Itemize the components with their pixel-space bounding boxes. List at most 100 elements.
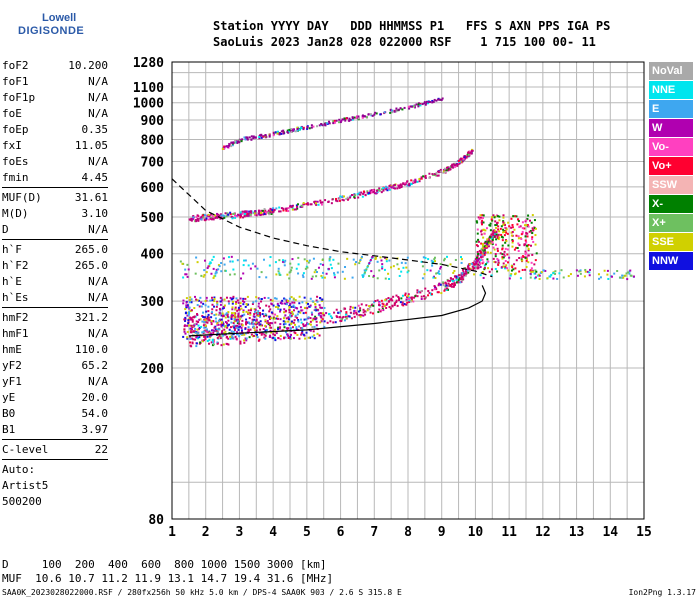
echo-point: [220, 213, 223, 216]
echo-point: [538, 274, 541, 277]
echo-point: [629, 274, 632, 277]
echo-point: [407, 294, 410, 297]
echo-point: [304, 267, 307, 270]
echo-point: [288, 128, 291, 131]
echo-point: [279, 326, 282, 329]
echo-point: [274, 339, 277, 342]
echo-point: [227, 213, 230, 216]
echo-point: [416, 180, 419, 183]
echo-point: [366, 309, 369, 312]
echo-point: [321, 276, 324, 279]
echo-point: [190, 337, 193, 340]
echo-point: [210, 323, 213, 326]
echo-point: [376, 260, 379, 263]
echo-point: [279, 338, 282, 341]
echo-point: [479, 254, 482, 257]
echo-point: [201, 320, 204, 323]
echo-point: [263, 333, 266, 336]
echo-point: [624, 274, 627, 277]
echo-point: [493, 216, 496, 219]
echo-point: [239, 318, 242, 321]
echo-point: [549, 275, 552, 278]
echo-point: [341, 198, 344, 201]
echo-point: [206, 321, 209, 324]
echo-point: [508, 225, 511, 228]
echo-point: [371, 255, 374, 258]
echo-point: [483, 264, 486, 267]
echo-point: [284, 310, 287, 313]
echo-point: [344, 315, 347, 318]
echo-point: [283, 311, 286, 314]
echo-point: [461, 276, 464, 279]
echo-point: [517, 250, 520, 253]
echo-point: [258, 314, 261, 317]
echo-point: [212, 320, 215, 323]
echo-point: [340, 119, 343, 122]
echo-point: [230, 255, 233, 258]
echo-point: [357, 115, 360, 118]
echo-point: [346, 257, 349, 260]
echo-point: [198, 342, 201, 345]
echo-point: [218, 334, 221, 337]
echo-point: [219, 319, 222, 322]
echo-point: [375, 189, 378, 192]
echo-point: [349, 195, 352, 198]
echo-point: [501, 256, 504, 259]
autoscaling-info: Auto:: [2, 463, 36, 476]
echo-point: [382, 187, 385, 190]
echo-point: [194, 219, 197, 222]
echo-point: [478, 249, 481, 252]
echo-point: [510, 265, 513, 268]
echo-point: [223, 304, 226, 307]
echo-point: [374, 111, 377, 114]
echo-point: [625, 272, 628, 275]
echo-point: [357, 117, 360, 120]
echo-point: [474, 262, 477, 265]
echo-point: [322, 263, 325, 266]
echo-point: [433, 256, 436, 259]
echo-point: [233, 273, 236, 276]
echo-point: [230, 145, 233, 148]
echo-point: [527, 247, 530, 250]
echo-point: [300, 318, 303, 321]
echo-point: [447, 284, 450, 287]
echo-point: [449, 284, 452, 287]
echo-point: [462, 272, 465, 275]
echo-point: [245, 302, 248, 305]
echo-point: [259, 134, 262, 137]
echo-point: [247, 303, 250, 306]
echo-point: [208, 335, 211, 338]
echo-point: [496, 236, 499, 239]
echo-point: [220, 314, 223, 317]
echo-point: [311, 326, 314, 329]
echo-point: [476, 221, 479, 224]
echo-point: [406, 296, 409, 299]
echo-point: [203, 218, 206, 221]
echo-point: [187, 319, 190, 322]
echo-point: [466, 265, 469, 268]
echo-point: [526, 224, 529, 227]
echo-point: [217, 323, 220, 326]
echo-point: [359, 315, 362, 318]
echo-point: [560, 269, 563, 272]
echo-point: [204, 337, 207, 340]
echo-point: [447, 169, 450, 172]
echo-point: [371, 114, 374, 117]
param-separator: [2, 307, 108, 308]
echo-point: [232, 295, 235, 298]
x-tick-label: 8: [404, 525, 412, 540]
echo-point: [487, 242, 490, 245]
echo-point: [526, 235, 529, 238]
echo-point: [236, 141, 239, 144]
echo-point: [382, 189, 385, 192]
echo-point: [233, 325, 236, 328]
echo-point: [470, 262, 473, 265]
echo-point: [455, 275, 458, 278]
echo-point: [503, 223, 506, 226]
echo-point: [504, 260, 507, 263]
echo-point: [211, 308, 214, 311]
echo-point: [454, 258, 457, 261]
echo-point: [187, 314, 190, 317]
legend-entry-w: W: [649, 119, 693, 137]
model-trace-dashed: [171, 178, 493, 278]
